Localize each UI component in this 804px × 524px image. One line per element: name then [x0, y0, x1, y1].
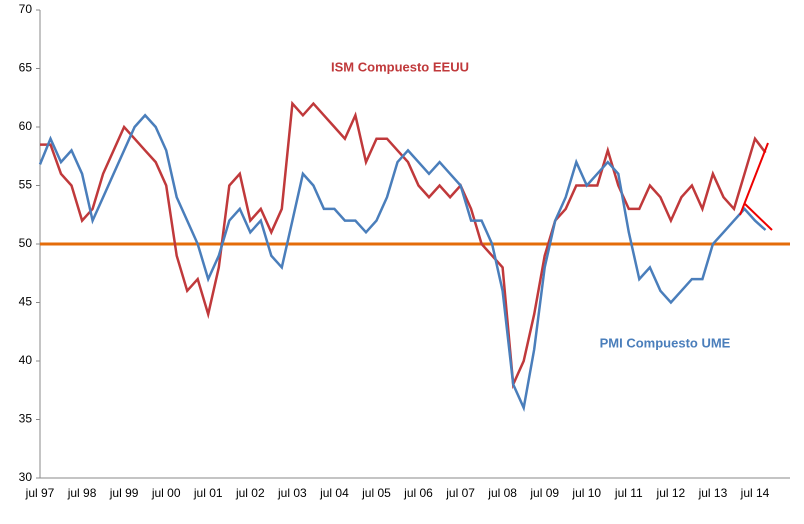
y-tick-label: 70: [19, 2, 33, 16]
y-tick-label: 55: [19, 178, 33, 192]
y-tick-label: 65: [19, 61, 33, 75]
y-tick-label: 40: [19, 353, 33, 367]
x-tick-label: jul 10: [571, 486, 601, 500]
x-tick-label: jul 98: [67, 486, 97, 500]
x-tick-label: jul 06: [403, 486, 433, 500]
x-tick-label: jul 04: [319, 486, 349, 500]
x-tick-label: jul 11: [614, 486, 643, 500]
x-tick-label: jul 05: [361, 486, 391, 500]
y-tick-label: 50: [19, 236, 33, 250]
x-tick-label: jul 13: [698, 486, 728, 500]
x-tick-label: jul 09: [529, 486, 559, 500]
x-tick-label: jul 03: [277, 486, 307, 500]
x-tick-label: jul 12: [656, 486, 686, 500]
y-tick-label: 35: [19, 412, 33, 426]
trend-arrow: [739, 142, 769, 216]
x-tick-label: jul 01: [193, 486, 223, 500]
x-tick-label: jul 14: [740, 486, 770, 500]
y-tick-label: 30: [19, 470, 33, 484]
x-tick-label: jul 08: [487, 486, 517, 500]
series-label: ISM Compuesto EEUU: [331, 59, 469, 74]
x-tick-label: jul 00: [151, 486, 181, 500]
y-tick-label: 60: [19, 119, 33, 133]
x-tick-label: jul 07: [445, 486, 475, 500]
x-tick-label: jul 99: [109, 486, 139, 500]
x-tick-label: jul 97: [25, 486, 55, 500]
series-label: PMI Compuesto UME: [600, 335, 731, 350]
series-line: [38, 113, 767, 413]
x-tick-label: jul 02: [235, 486, 265, 500]
trend-arrow: [744, 203, 773, 231]
y-tick-label: 45: [19, 295, 33, 309]
